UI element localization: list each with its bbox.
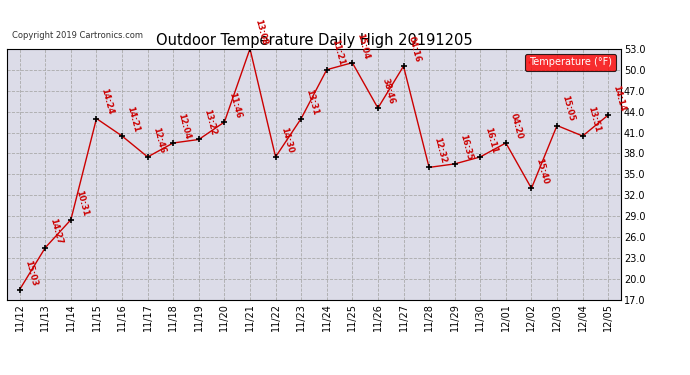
Text: 13:51: 13:51 [586,105,601,133]
Text: 14:24: 14:24 [99,87,115,116]
Title: Outdoor Temperature Daily High 20191205: Outdoor Temperature Daily High 20191205 [156,33,472,48]
Text: 15:40: 15:40 [535,158,550,186]
Text: 13:31: 13:31 [304,88,319,116]
Legend: Temperature (°F): Temperature (°F) [525,54,616,71]
Text: 11:46: 11:46 [228,91,243,119]
Text: Copyright 2019 Cartronics.com: Copyright 2019 Cartronics.com [12,31,143,40]
Text: 16:11: 16:11 [483,126,499,154]
Text: 16:35: 16:35 [457,133,473,161]
Text: 15:03: 15:03 [23,259,39,287]
Text: 14:14: 14:14 [611,84,627,112]
Text: 13:08: 13:08 [253,18,268,46]
Text: 13:22: 13:22 [202,108,217,137]
Text: 14:21: 14:21 [125,105,141,133]
Text: 04:20: 04:20 [509,112,524,140]
Text: 12:46: 12:46 [150,126,166,154]
Text: 14:27: 14:27 [48,217,64,245]
Text: 10:31: 10:31 [74,189,90,217]
Text: 12:04: 12:04 [176,112,192,140]
Text: 38:46: 38:46 [381,77,397,105]
Text: 11:21: 11:21 [330,39,346,67]
Text: 04:16: 04:16 [406,35,422,63]
Text: 12:32: 12:32 [432,136,448,165]
Text: 15:05: 15:05 [560,94,575,123]
Text: 15:04: 15:04 [355,32,371,60]
Text: 14:30: 14:30 [279,126,294,154]
